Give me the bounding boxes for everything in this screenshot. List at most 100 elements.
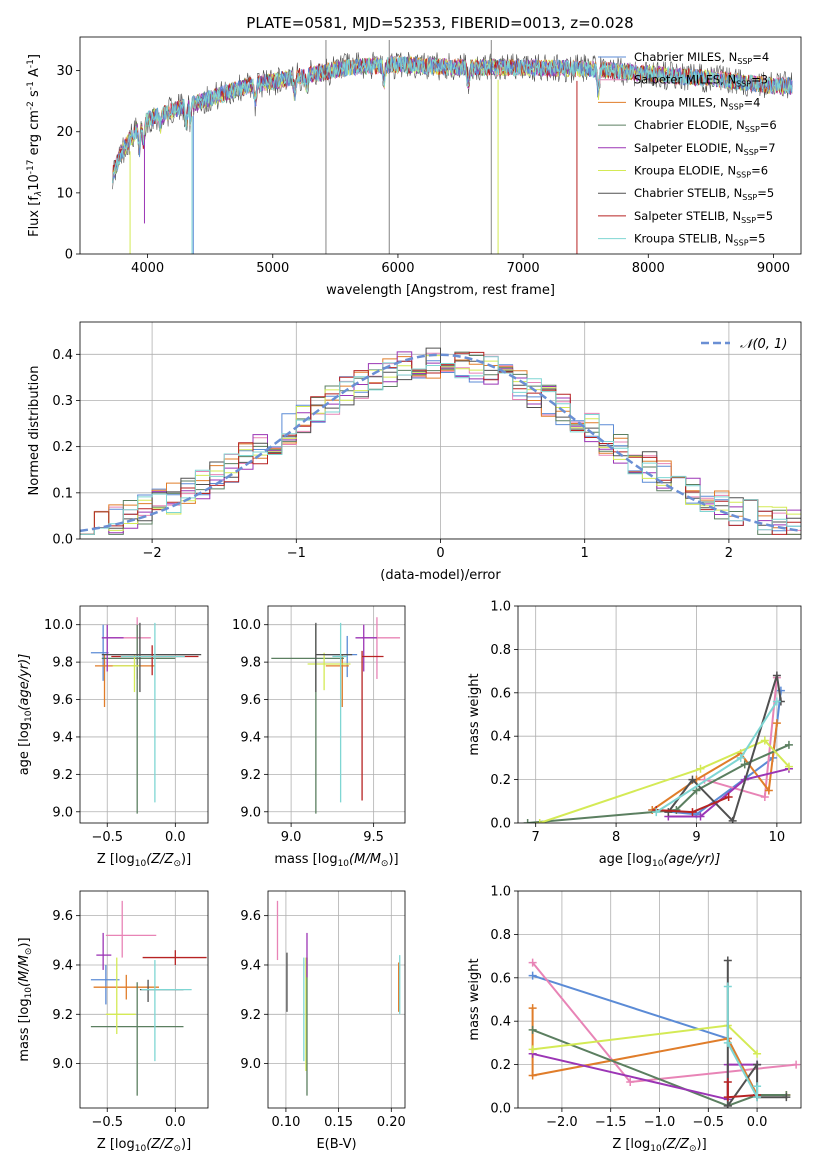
y-tick-label: 0.0 — [490, 1102, 511, 1117]
legend-entry: Chabrier STELIB, NSSP=5 — [634, 186, 774, 202]
axes-frame — [517, 890, 802, 1109]
errorbar-point-chabrier-stelib — [315, 622, 353, 693]
weight-marker — [652, 808, 661, 817]
legend-text: Chabrier MILES, N — [634, 50, 737, 64]
label-sub: 10 — [338, 859, 350, 869]
weight-marker — [723, 982, 732, 991]
x-axis-label: Z [log10(Z/Z⊙)] — [97, 852, 191, 869]
errorbar-point-salpeter-elodie — [101, 624, 124, 672]
y-tick-label: 0.8 — [490, 928, 511, 943]
x-tick-label: 8 — [612, 830, 620, 845]
legend-text: Salpeter ELODIE, N — [634, 141, 744, 155]
x-tick-label: 7 — [532, 830, 540, 845]
weight-marker — [664, 808, 673, 817]
errorbar-point-chabrier-stelib — [139, 979, 184, 1002]
y-tick-label: 9.2 — [52, 1008, 73, 1023]
label-part: )] — [181, 852, 191, 867]
legend-entry: 𝒩(0, 1) — [740, 337, 787, 352]
weight-marker — [723, 1093, 732, 1102]
label-part: s — [27, 90, 42, 101]
y-tick-label: 9.2 — [240, 768, 261, 783]
label-part: )] — [17, 937, 32, 947]
weight-marker — [626, 1077, 635, 1086]
legend-sub: SSP — [745, 125, 760, 134]
y-tick-label: 0.4 — [490, 730, 511, 745]
legend-text: =5 — [749, 232, 766, 246]
y-tick-label: 9.6 — [240, 693, 261, 708]
weight-marker — [760, 736, 769, 745]
x-axis-label: wavelength [Angstrom, rest frame] — [326, 283, 555, 298]
y-tick-label: 9.6 — [52, 693, 73, 708]
x-tick-label: −1.0 — [644, 1115, 676, 1130]
x-tick-label: −0.5 — [91, 830, 123, 845]
legend-text: =5 — [757, 186, 774, 200]
legend-entry: Salpeter MILES, NSSP=3 — [634, 73, 768, 89]
weight-marker — [528, 971, 537, 980]
x-axis-label: (data-model)/error — [380, 568, 501, 583]
errorbar-point-salpeter-stelib — [142, 950, 207, 965]
x-tick-label: 5000 — [256, 261, 289, 276]
weight-marker — [528, 1045, 537, 1054]
errorbar-point-chabrier-miles — [90, 624, 109, 681]
histogram-kroupa-stelib — [80, 356, 801, 535]
legend-entry: Kroupa ELODIE, NSSP=6 — [634, 164, 768, 180]
errorbar-point-kroupa-stelib — [332, 622, 348, 803]
spectrum-line-kroupa-stelib — [112, 56, 793, 184]
y-tick-label: 0.6 — [490, 686, 511, 701]
weight-marker — [764, 786, 773, 795]
axes-frame — [517, 605, 802, 824]
plot-area — [518, 606, 801, 823]
x-tick-label: 2 — [725, 546, 733, 561]
errorbar-point-chabrier-miles — [90, 964, 120, 1005]
y-tick-label: 9.0 — [52, 1057, 73, 1072]
weight-marker — [692, 786, 701, 795]
y-tick-label: 0 — [65, 248, 73, 263]
label-sup: -1 — [26, 81, 36, 90]
weight-marker — [728, 816, 737, 823]
x-axis-label: mass [log10(M/M⊙)] — [274, 852, 398, 869]
label-part: (M/M — [17, 955, 32, 987]
axes-frame — [79, 36, 802, 255]
x-tick-label: −1 — [287, 546, 306, 561]
weight-marker — [523, 819, 532, 823]
label-part: Z [log — [97, 852, 135, 867]
chart-weight_vs_Z: −2.0 −1.5 −1.0 −0.5 0.0 0.0 0.2 0.4 0.6 0.8 1.0 Z [… — [467, 885, 802, 1154]
weight-marker — [688, 775, 697, 784]
label-part: mass [log — [274, 852, 337, 867]
x-tick-label: 0 — [436, 546, 444, 561]
legend-entry: Kroupa STELIB, NSSP=5 — [634, 232, 765, 248]
x-tick-label: 9.0 — [281, 830, 302, 845]
weight-marker — [528, 1004, 537, 1013]
weight-marker — [784, 740, 793, 749]
errorbar-point-salpeter-elodie — [355, 624, 377, 672]
x-tick-label: 7000 — [507, 261, 540, 276]
errorbar-point-chabrier-elodie — [271, 624, 344, 814]
weight-marker — [528, 958, 537, 967]
label-part: ] — [27, 54, 42, 59]
x-tick-label: −0.5 — [91, 1115, 123, 1130]
chart-mass_vs_ebv: 0.10 0.15 0.20 9.0 9.2 9.4 9.6 E(B-V) — [240, 890, 406, 1152]
y-tick-label: 30 — [56, 64, 73, 79]
x-tick-label: 9.5 — [363, 830, 384, 845]
y-tick-label: 9.2 — [240, 1008, 261, 1023]
y-tick-label: 9.4 — [52, 958, 73, 973]
errorbar-point-salpeter-elodie — [96, 932, 112, 970]
label-sub: ⊙ — [24, 948, 34, 956]
label-part: erg cm — [27, 110, 42, 159]
plot-area — [80, 891, 208, 1108]
label-part: age [log — [599, 852, 652, 867]
normal-curve — [80, 353, 801, 533]
label-sub: 10 — [135, 859, 147, 869]
label-sub: 10 — [24, 710, 34, 722]
label-part: (Z/Z — [146, 852, 174, 867]
errorbar-point-kroupa-elodie — [307, 652, 351, 691]
x-tick-label: 1 — [581, 546, 589, 561]
label-sub: 10 — [652, 859, 664, 869]
x-tick-label: 10 — [769, 830, 786, 845]
axes-frame — [79, 321, 802, 540]
chart-spectrum: 4000 5000 6000 7000 8000 9000 0 10 20 30 wavelengt… — [26, 36, 802, 298]
y-tick-label: 9.8 — [52, 656, 73, 671]
y-tick-label: 9.0 — [240, 1057, 261, 1072]
